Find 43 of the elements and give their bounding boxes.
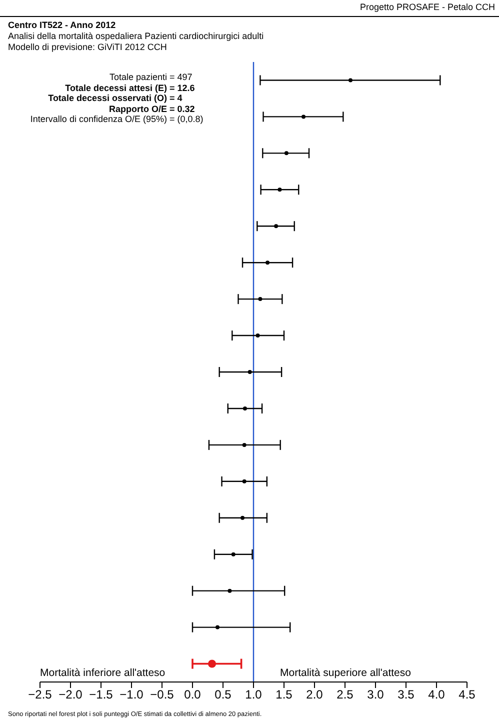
x-tick-label: 3.0 [367, 688, 384, 702]
annotation: Rapporto O/E = 0.32 [108, 104, 195, 114]
point [242, 406, 247, 410]
x-tick-label: −0.5 [150, 688, 174, 702]
annotation: Totale decessi osservati (O) = 4 [47, 93, 182, 103]
point [248, 370, 252, 374]
point [242, 442, 246, 447]
annotation: Intervallo di confidenza O/E (95%) = (0,0.8) [29, 114, 204, 124]
x-tick-label: 4.5 [458, 688, 476, 702]
annotation: Mortalità superiore all'atteso [280, 667, 411, 679]
x-tick-label: 3.5 [398, 688, 415, 702]
x-tick-label: −2.5 [28, 688, 52, 702]
point [216, 625, 220, 630]
x-tick-label: −1.5 [89, 688, 114, 702]
point [274, 224, 278, 228]
annotation: Totale pazienti = 497 [108, 72, 192, 82]
x-tick-label: 4.0 [428, 688, 446, 702]
point [240, 516, 245, 520]
text: Modello di previsione: GiViTI 2012 CCH [8, 42, 167, 52]
point [266, 260, 270, 265]
point [302, 114, 306, 119]
x-tick-label: 0.5 [214, 688, 232, 702]
annotation: Totale decessi attesi (E) = 12.6 [64, 82, 195, 92]
x-tick-label: 0.0 [184, 688, 202, 702]
x-tick-label: −1.0 [120, 688, 144, 702]
chart-title: Centro IT522 - Anno 2012 [8, 20, 116, 30]
point [228, 588, 232, 593]
x-tick-label: 1.0 [245, 688, 262, 702]
point [258, 297, 262, 302]
point [348, 78, 352, 82]
x-tick-label: 1.5 [276, 688, 293, 702]
point [242, 479, 246, 484]
x-tick-label: −2.0 [58, 688, 83, 702]
text: Progetto PROSAFE - Petalo CCH [360, 2, 495, 12]
point [256, 334, 260, 338]
x-tick-label: 2.0 [306, 688, 324, 702]
annotation: Mortalità inferiore all'atteso [40, 667, 166, 679]
chart-subtitle: Analisi della mortalità ospedaliera Pazienti cardiochirurgici adulti [8, 31, 264, 41]
point [231, 552, 236, 556]
point [284, 151, 288, 156]
point [278, 188, 282, 192]
point [208, 660, 216, 668]
x-tick-label: 2.5 [336, 688, 354, 702]
